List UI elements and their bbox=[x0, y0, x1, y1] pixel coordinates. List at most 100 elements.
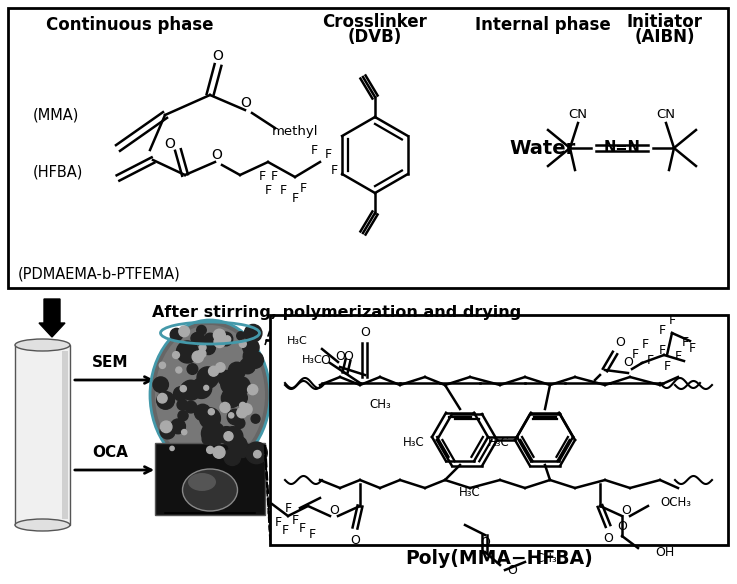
Circle shape bbox=[192, 351, 203, 363]
Bar bbox=[15, 345, 70, 525]
Circle shape bbox=[158, 394, 167, 403]
Circle shape bbox=[202, 341, 215, 354]
Text: F: F bbox=[310, 144, 318, 157]
Circle shape bbox=[247, 352, 263, 369]
Ellipse shape bbox=[150, 320, 270, 470]
Text: N=N: N=N bbox=[604, 141, 640, 155]
Circle shape bbox=[181, 382, 195, 396]
Circle shape bbox=[227, 409, 242, 425]
Circle shape bbox=[224, 432, 233, 441]
Text: Continuous phase: Continuous phase bbox=[46, 16, 214, 34]
Circle shape bbox=[187, 364, 198, 374]
Circle shape bbox=[159, 362, 166, 369]
Text: O: O bbox=[320, 353, 330, 367]
Circle shape bbox=[224, 336, 231, 343]
Circle shape bbox=[240, 340, 246, 347]
Text: F: F bbox=[265, 183, 271, 196]
FancyArrow shape bbox=[39, 299, 65, 337]
Text: F: F bbox=[284, 502, 292, 515]
Text: O: O bbox=[350, 534, 360, 547]
Circle shape bbox=[223, 427, 243, 447]
Circle shape bbox=[226, 434, 237, 445]
Circle shape bbox=[234, 418, 245, 429]
Text: OH: OH bbox=[655, 545, 674, 558]
Text: O: O bbox=[623, 356, 633, 370]
Circle shape bbox=[204, 333, 216, 346]
Text: F: F bbox=[291, 513, 298, 527]
Circle shape bbox=[241, 404, 252, 415]
Text: O: O bbox=[360, 326, 370, 339]
Circle shape bbox=[185, 401, 197, 413]
Circle shape bbox=[172, 352, 179, 359]
Text: O: O bbox=[212, 49, 223, 63]
Text: Initiator: Initiator bbox=[627, 13, 703, 31]
Circle shape bbox=[232, 390, 248, 406]
Circle shape bbox=[219, 332, 233, 346]
Text: (DVB): (DVB) bbox=[348, 28, 402, 46]
Text: O: O bbox=[615, 336, 625, 349]
Text: F: F bbox=[282, 523, 289, 537]
Circle shape bbox=[192, 378, 212, 398]
Circle shape bbox=[221, 388, 240, 408]
Bar bbox=[270, 315, 728, 545]
Circle shape bbox=[240, 358, 256, 374]
Circle shape bbox=[214, 329, 226, 341]
Text: Crosslinker: Crosslinker bbox=[323, 13, 427, 31]
Circle shape bbox=[181, 429, 186, 434]
Circle shape bbox=[237, 408, 247, 418]
Circle shape bbox=[216, 363, 225, 372]
Text: H₃C: H₃C bbox=[459, 485, 481, 499]
Text: Internal phase: Internal phase bbox=[475, 16, 611, 34]
Text: F: F bbox=[299, 182, 307, 196]
Circle shape bbox=[170, 328, 183, 341]
Text: F: F bbox=[330, 164, 338, 176]
Circle shape bbox=[173, 387, 187, 401]
Text: O: O bbox=[164, 137, 175, 151]
Circle shape bbox=[204, 385, 209, 390]
Circle shape bbox=[251, 415, 260, 423]
Circle shape bbox=[243, 348, 259, 363]
Text: F: F bbox=[663, 360, 671, 374]
Text: O: O bbox=[343, 350, 353, 363]
Text: O: O bbox=[621, 503, 631, 516]
Text: F: F bbox=[646, 353, 654, 367]
Circle shape bbox=[200, 344, 206, 351]
Text: O: O bbox=[212, 148, 223, 162]
Circle shape bbox=[224, 449, 241, 465]
Text: Water: Water bbox=[510, 138, 576, 158]
Circle shape bbox=[234, 437, 242, 446]
Text: Poly(MMA−HFBA): Poly(MMA−HFBA) bbox=[405, 548, 593, 568]
Circle shape bbox=[180, 385, 186, 392]
Text: SEM: SEM bbox=[91, 355, 128, 370]
Ellipse shape bbox=[183, 469, 237, 511]
Text: F: F bbox=[658, 325, 666, 338]
Circle shape bbox=[218, 427, 235, 443]
Circle shape bbox=[243, 350, 259, 366]
Text: H₃C: H₃C bbox=[403, 436, 425, 449]
Circle shape bbox=[228, 413, 234, 418]
Circle shape bbox=[254, 450, 261, 458]
Circle shape bbox=[171, 419, 186, 434]
Circle shape bbox=[153, 377, 169, 392]
Circle shape bbox=[197, 325, 206, 335]
Text: methyl: methyl bbox=[272, 124, 318, 137]
Circle shape bbox=[202, 434, 212, 444]
Text: F: F bbox=[674, 350, 682, 363]
Circle shape bbox=[177, 399, 188, 410]
Text: F: F bbox=[298, 522, 306, 534]
Text: F: F bbox=[688, 342, 696, 354]
Circle shape bbox=[245, 325, 262, 342]
Text: F: F bbox=[259, 169, 265, 182]
Circle shape bbox=[181, 380, 200, 400]
Text: F: F bbox=[632, 349, 638, 361]
Circle shape bbox=[191, 333, 201, 343]
Text: O: O bbox=[617, 520, 627, 533]
Text: (MMA): (MMA) bbox=[33, 107, 80, 123]
Text: O: O bbox=[480, 536, 490, 548]
Circle shape bbox=[176, 367, 182, 373]
Circle shape bbox=[248, 384, 258, 395]
Text: F: F bbox=[324, 148, 332, 161]
Text: CN: CN bbox=[568, 107, 587, 120]
Text: (AIBN): (AIBN) bbox=[635, 28, 695, 46]
Text: F: F bbox=[270, 169, 278, 182]
